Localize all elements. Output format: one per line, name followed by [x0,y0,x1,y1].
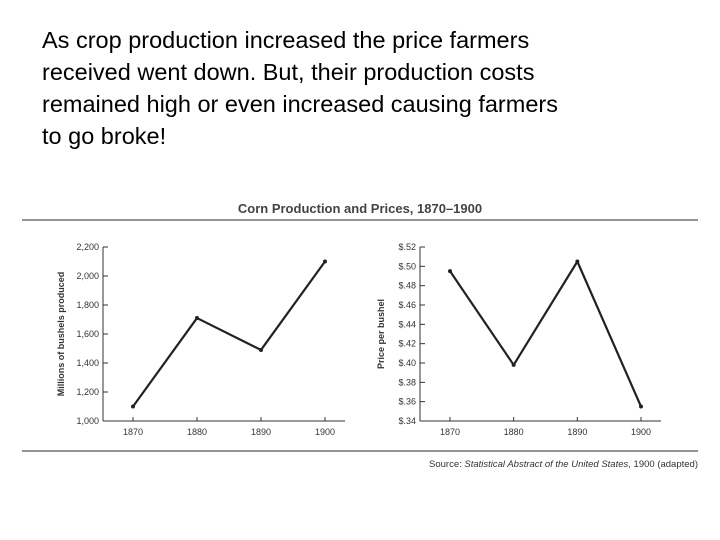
x-tick-label: 1900 [315,427,335,437]
y-tick-label: $.52 [398,242,416,252]
production-chart: 1,000 1,200 1,400 1,600 1,800 2,000 2,200 Milli… [56,242,345,437]
y-tick-label: 2,200 [76,242,99,252]
data-point [575,259,580,264]
y-tick-label: $.40 [398,358,416,368]
source-note: Source: Statistical Abstract of the Unit… [429,459,698,470]
data-point [131,404,135,409]
data-point [448,269,452,274]
y-axis-title: Millions of bushels produced [56,272,66,397]
caption-line: remained high or even increased causing … [42,91,558,117]
y-tick-label: $.34 [398,416,416,426]
y-tick-label: $.38 [398,377,416,387]
data-point [511,362,516,367]
y-tick-label: $.50 [398,261,416,271]
data-point [259,347,263,352]
y-tick-label: 1,400 [76,358,99,368]
caption-line: As crop production increased the price f… [42,27,530,53]
y-axis-title: Price per bushel [376,299,386,369]
series-line [449,260,643,407]
source-prefix: Source: [429,459,464,470]
x-tick-label: 1870 [123,427,143,437]
x-tick-label: 1900 [631,427,651,437]
y-tick-label: 1,000 [76,416,99,426]
x-tick-label: 1890 [251,427,271,437]
x-tick-label: 1880 [187,427,207,437]
caption-line: received went down. But, their productio… [42,59,535,85]
y-tick-label: 2,000 [76,271,99,281]
source-title: Statistical Abstract of the United State… [464,459,628,470]
caption-line: to go broke! [42,123,167,149]
data-point [195,316,199,321]
data-point [639,404,643,409]
y-tick-label: 1,200 [76,387,99,397]
y-tick-label: $.36 [398,397,416,407]
source-suffix: , 1900 (adapted) [628,459,698,470]
y-tick-label: $.42 [398,339,416,349]
series-line [132,260,326,408]
x-tick-label: 1890 [567,427,587,437]
y-tick-label: $.46 [398,300,416,310]
y-tick-label: 1,600 [76,329,99,339]
caption-text: As crop production increased the price f… [42,24,682,152]
y-tick-label: $.44 [398,319,416,329]
x-tick-label: 1870 [440,427,460,437]
y-tick-label: 1,800 [76,300,99,310]
price-chart: $.34 $.36 $.38 $.40 $.42 $.44 $.46 $.48 $.50 $.52… [376,242,661,437]
figure-title: Corn Production and Prices, 1870–1900 [238,201,482,216]
data-point [323,259,327,264]
y-tick-label: $.48 [398,281,416,291]
x-tick-label: 1880 [504,427,524,437]
corn-figure: Corn Production and Prices, 1870–1900 1,… [22,201,698,470]
